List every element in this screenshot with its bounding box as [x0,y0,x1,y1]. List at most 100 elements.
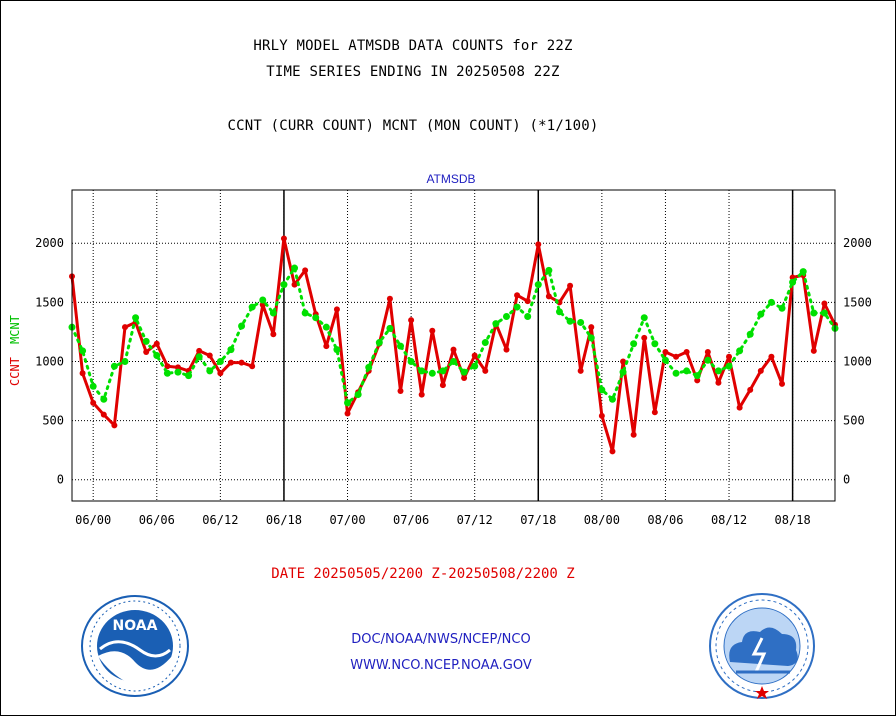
data-point-ccnt [206,352,213,359]
data-point-ccnt [598,412,605,419]
x-tick-label: 07/18 [520,513,556,527]
data-point-ccnt [704,349,711,356]
data-point-mcnt [481,339,489,347]
data-point-ccnt [227,359,234,366]
data-point-mcnt [566,317,574,325]
y-tick-label-right: 2000 [843,236,872,250]
data-point-mcnt [132,314,140,322]
data-point-mcnt [238,322,246,330]
data-point-mcnt [153,352,161,360]
x-tick-label: 07/12 [457,513,493,527]
data-point-mcnt [248,303,256,311]
data-point-ccnt [408,317,415,324]
date-range-label: DATE 20250505/2200 Z-20250508/2200 Z [271,566,575,582]
data-point-mcnt [820,309,828,317]
data-point-mcnt [577,318,585,326]
y-tick-label-left: 1000 [35,354,64,368]
series-line-ccnt [70,237,837,453]
y-tick-label-left: 2000 [35,236,64,250]
data-point-mcnt [746,330,754,338]
data-point-mcnt [195,353,203,361]
data-point-mcnt [79,347,87,355]
data-point-mcnt [333,346,341,354]
data-point-mcnt [778,304,786,312]
data-point-mcnt [630,340,638,348]
x-tick-label: 07/00 [329,513,365,527]
data-point-mcnt [492,320,500,328]
data-point-ccnt [461,375,468,382]
data-point-mcnt [608,395,616,403]
data-point-ccnt [503,346,510,353]
data-point-mcnt [810,309,818,317]
data-point-mcnt [291,264,299,272]
data-point-mcnt [757,310,765,318]
data-point-mcnt [269,309,277,317]
x-tick-label: 07/06 [393,513,429,527]
data-point-mcnt [799,268,807,276]
data-point-mcnt [640,314,648,322]
data-point-ccnt [545,293,552,300]
data-point-ccnt [164,363,171,370]
data-point-mcnt [767,298,775,306]
data-point-mcnt [524,313,532,321]
data-point-ccnt [90,399,97,406]
data-point-mcnt [683,367,691,375]
data-point-mcnt [280,281,288,289]
data-point-ccnt [524,298,531,305]
axis-layer: 0 0 500 500 1000 1000 1500 1500 2000 2000 06/00 06/… [35,236,872,527]
data-point-mcnt [174,368,182,376]
data-point-mcnt [100,395,108,403]
data-point-mcnt [185,372,193,380]
data-point-mcnt [598,386,606,394]
y-tick-label-left: 1500 [35,295,64,309]
data-point-ccnt [821,300,828,307]
data-point-mcnt [789,278,797,286]
data-point-ccnt [662,349,669,356]
data-point-mcnt [259,296,267,304]
data-point-ccnt [726,353,733,360]
data-point-mcnt [619,368,627,376]
y-tick-label-right: 500 [843,414,865,428]
data-point-ccnt [174,364,181,371]
data-point-ccnt [630,431,637,438]
data-point-ccnt [715,379,722,386]
plot-frame [71,189,836,502]
y-tick-label-left: 0 [57,473,64,487]
data-point-mcnt [397,342,405,350]
data-point-mcnt [555,308,563,316]
chart-title-line-2: TIME SERIES ENDING IN 20250508 22Z [266,64,560,80]
data-point-mcnt [301,309,309,317]
data-point-mcnt [216,357,224,365]
data-point-ccnt [397,388,404,395]
data-point-ccnt [429,327,436,334]
data-point-mcnt [672,369,680,377]
data-point-ccnt [768,353,775,360]
chart-title-line-1: HRLY MODEL ATMSDB DATA COUNTS for 22Z [253,38,573,54]
data-point-mcnt [375,339,383,347]
data-point-mcnt [418,367,426,375]
data-point-mcnt [439,367,447,375]
data-point-ccnt [620,358,627,365]
data-point-ccnt [79,370,86,377]
data-point-ccnt [439,382,446,389]
data-point-ccnt [344,410,351,417]
x-tick-label: 06/12 [202,513,238,527]
data-point-ccnt [153,340,160,347]
data-point-mcnt [386,324,394,332]
data-point-mcnt [142,337,150,345]
data-point-mcnt [121,357,129,365]
data-point-ccnt [482,367,489,374]
data-point-ccnt [683,349,690,356]
data-point-mcnt [651,340,659,348]
nco-web-link[interactable]: WWW.NCO.NCEP.NOAA.GOV [350,658,532,673]
nco-doc-link[interactable]: DOC/NOAA/NWS/NCEP/NCO [351,632,531,647]
y-axis-label-ccnt: CCNT [8,357,22,386]
x-tick-label: 08/12 [711,513,747,527]
data-point-ccnt [673,353,680,360]
x-tick-label: 08/06 [647,513,683,527]
data-point-mcnt [206,367,214,375]
data-point-ccnt [238,359,245,366]
data-point-ccnt [694,377,701,384]
data-point-mcnt [89,382,97,390]
data-point-ccnt [567,282,574,289]
